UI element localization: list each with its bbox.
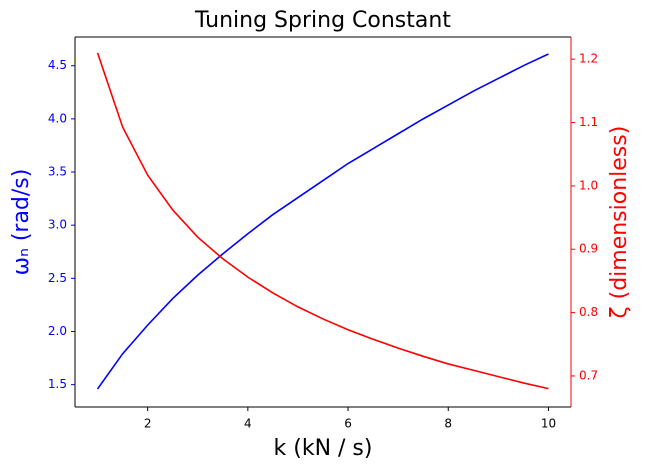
chart-title: Tuning Spring Constant (194, 8, 451, 33)
x-tick-label: 4 (244, 417, 252, 431)
y-tick-label: 3.5 (48, 165, 67, 179)
y-tick-label: 4.5 (48, 58, 67, 72)
y-tick-label: 4.0 (48, 111, 67, 125)
y-tick-label: 2.0 (48, 324, 67, 338)
line-series (96, 53, 549, 390)
y-tick-label: 3.0 (48, 218, 67, 232)
y2-axis-label: ζ (dimensionless) (607, 126, 632, 319)
y-axis-label: ωₙ (rad/s) (9, 169, 34, 276)
y2-tick-label: 1.2 (579, 52, 598, 66)
y-tick-label: 2.5 (48, 271, 67, 285)
y2-tick-label: 1.1 (579, 115, 598, 129)
x-tick-label: 6 (344, 417, 352, 431)
y2-tick-label: 0.8 (579, 305, 598, 319)
y2-tick-label: 1.0 (579, 178, 598, 192)
y2-tick-label: 0.9 (579, 242, 598, 256)
x-tick-label: 10 (541, 417, 556, 431)
x-tick-label: 8 (444, 417, 452, 431)
y-tick-label: 1.5 (48, 377, 67, 391)
x-tick-label: 2 (144, 417, 152, 431)
y2-tick-label: 0.7 (579, 368, 598, 382)
line-series (96, 52, 549, 390)
x-axis-label: k (kN / s) (274, 436, 373, 461)
